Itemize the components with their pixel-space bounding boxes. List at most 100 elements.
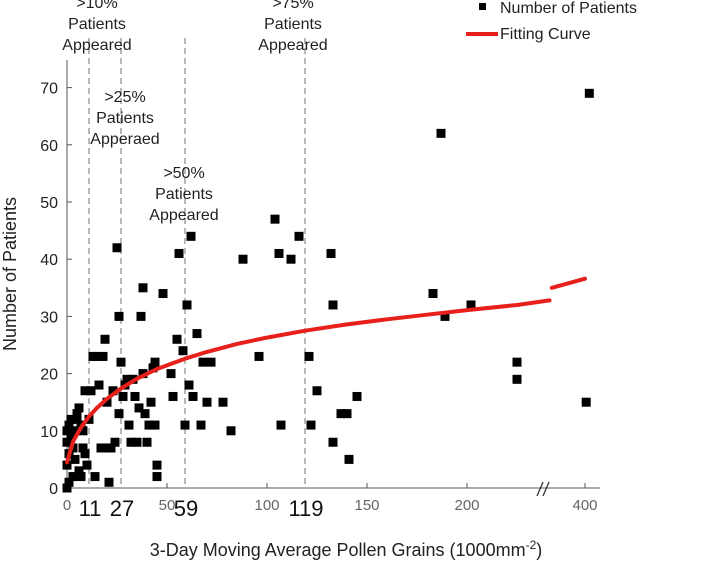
data-point [96, 443, 106, 453]
x-tick-label: 100 [254, 497, 279, 514]
data-point [254, 351, 264, 361]
legend-marker-number-of-patients [479, 3, 486, 10]
data-point [192, 329, 202, 339]
scatter-points [62, 88, 594, 493]
data-point [64, 477, 74, 487]
data-point [70, 454, 80, 464]
data-point [62, 460, 72, 470]
data-point [168, 391, 178, 401]
data-point [152, 460, 162, 470]
threshold-annotation-line: >10% [76, 0, 117, 12]
y-tick-label: 70 [40, 81, 58, 98]
x-axis-label: 3-Day Moving Average Pollen Grains (1000… [150, 538, 543, 560]
y-tick-label: 30 [40, 309, 58, 326]
data-point [62, 426, 72, 436]
data-point [238, 254, 248, 264]
data-point [80, 449, 90, 459]
data-point [90, 472, 100, 482]
x-threshold-tick-label: 27 [110, 496, 134, 521]
y-ticks: 0 10 20 30 40 50 60 70 [40, 81, 72, 498]
data-point [512, 374, 522, 384]
x-axis-break-mark-1 [536, 481, 544, 497]
fitting-curve-line-after-break [549, 276, 587, 290]
x-threshold-tick-label: 59 [174, 496, 198, 521]
data-point [178, 346, 188, 356]
x-ticks: 0 50 100 150 200 400 11 27 59 119 [63, 483, 598, 521]
legend-label-fitting-curve: Fitting Curve [500, 26, 591, 43]
data-point [174, 248, 184, 258]
data-point [140, 409, 150, 419]
data-point [78, 443, 88, 453]
data-point [188, 391, 198, 401]
data-point [312, 386, 322, 396]
data-point [126, 437, 136, 447]
data-point [72, 414, 82, 424]
data-point [158, 289, 168, 299]
threshold-annotation-119: >75% Patients Appeared [258, 0, 327, 54]
threshold-annotation-line: Apperaed [90, 131, 159, 148]
data-point [76, 472, 86, 482]
data-point [74, 466, 84, 476]
data-point [202, 397, 212, 407]
data-point [112, 243, 122, 253]
data-point [132, 437, 142, 447]
data-point [172, 334, 182, 344]
y-tick-label: 50 [40, 195, 58, 212]
threshold-annotation-line: Patients [96, 110, 154, 127]
threshold-annotation-line: >25% [104, 89, 145, 106]
data-point [138, 283, 148, 293]
x-tick-label: 150 [354, 497, 379, 514]
data-point [114, 409, 124, 419]
data-point [196, 420, 206, 430]
x-tick-label: 200 [454, 497, 479, 514]
data-point [72, 409, 82, 419]
data-point [336, 409, 346, 419]
legend-label-number-of-patients: Number of Patients [500, 0, 637, 17]
fitting-curve [65, 276, 587, 465]
data-point [218, 397, 228, 407]
threshold-annotation-27: >25% Patients Apperaed [90, 89, 159, 148]
data-point [306, 420, 316, 430]
threshold-annotation-line: Patients [68, 16, 126, 33]
data-point [124, 420, 134, 430]
data-point [581, 397, 591, 407]
data-point [436, 128, 446, 138]
data-point [80, 386, 90, 396]
data-point [98, 351, 108, 361]
y-axis-label: Number of Patients [0, 197, 20, 351]
data-point [108, 386, 118, 396]
data-point [328, 300, 338, 310]
data-point [182, 300, 192, 310]
data-point [94, 380, 104, 390]
y-tick-label: 0 [49, 481, 58, 498]
x-tick-label: 0 [63, 497, 71, 514]
data-point [326, 248, 336, 258]
data-point [276, 420, 286, 430]
data-point [104, 477, 114, 487]
x-threshold-tick-label: 119 [288, 496, 323, 521]
data-point [270, 214, 280, 224]
threshold-annotations: >10% Patients Appeared >25% Patients Apperaed… [62, 0, 327, 224]
threshold-annotation-line: >50% [163, 165, 204, 182]
data-point [78, 426, 88, 436]
data-point [110, 437, 120, 447]
x-threshold-tick-label: 11 [79, 496, 102, 521]
data-point [328, 437, 338, 447]
data-point [82, 460, 92, 470]
data-point [150, 357, 160, 367]
data-point [186, 231, 196, 241]
data-point [352, 391, 362, 401]
data-point [114, 311, 124, 321]
data-point [584, 88, 594, 98]
data-point [286, 254, 296, 264]
x-tick-label: 50 [159, 497, 176, 514]
fitting-curve-line [65, 298, 552, 465]
data-point [102, 397, 112, 407]
y-tick-label: 20 [40, 367, 58, 384]
threshold-annotation-59: >50% Patients Appeared [149, 165, 218, 224]
data-point [100, 334, 110, 344]
x-axis-break-mark-2 [542, 481, 550, 497]
data-point [64, 420, 74, 430]
data-point [136, 311, 146, 321]
data-point [294, 231, 304, 241]
